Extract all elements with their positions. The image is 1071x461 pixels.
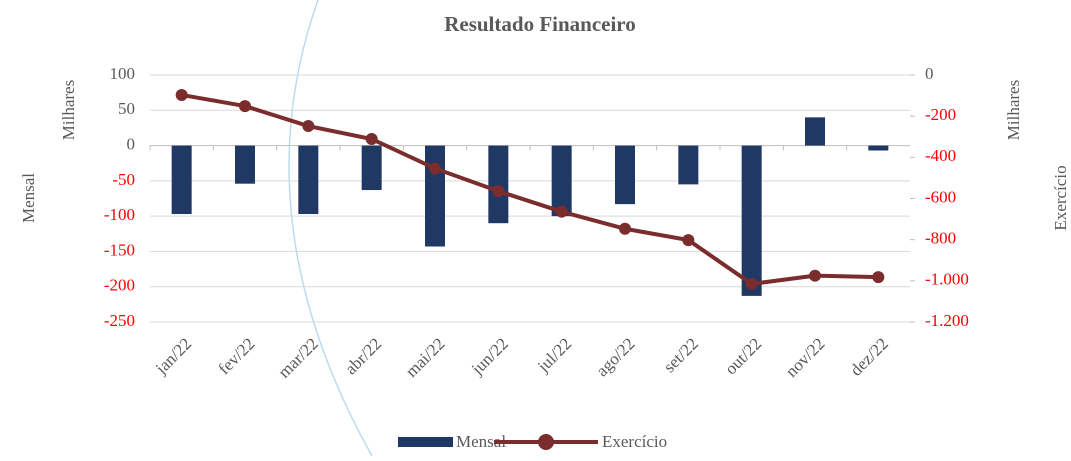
bar [425, 145, 445, 247]
decor-arc [288, 0, 373, 457]
line-point [872, 271, 885, 284]
y2-tick-label: 0 [925, 64, 934, 83]
x-tick-label: out/22 [721, 334, 765, 378]
line-point [302, 120, 315, 133]
bar [741, 145, 762, 296]
y-tick-label: 100 [110, 64, 136, 83]
bar [868, 145, 889, 151]
y-tick-label: 50 [118, 99, 135, 118]
y2-tick-label: -600 [925, 187, 956, 206]
x-tick-label: nov/22 [782, 334, 829, 381]
bar [361, 145, 382, 191]
x-tick-label: mar/22 [274, 334, 321, 381]
y2-axis-label: Exercício [1051, 165, 1070, 230]
y-tick-label: -250 [104, 311, 135, 330]
y-axis-label: Mensal [19, 173, 38, 223]
legend-label: Exercício [602, 432, 667, 451]
y-tick-label: -50 [112, 170, 135, 189]
x-tick-label: fev/22 [214, 334, 258, 378]
line-point [682, 234, 695, 247]
bar [678, 145, 699, 185]
line-point [239, 100, 251, 113]
line [181, 92, 879, 287]
bar [298, 145, 319, 215]
bar [488, 145, 509, 224]
line-point [365, 133, 378, 146]
line-point [175, 88, 188, 101]
line-point [619, 222, 631, 235]
x-tick-label: abr/22 [341, 334, 385, 378]
x-tick-label: mai/22 [402, 334, 449, 381]
line-point [429, 162, 441, 175]
y-tick-label: -200 [104, 276, 135, 295]
y2-tick-label: -1.000 [925, 270, 969, 289]
x-tick-label: jul/22 [533, 334, 575, 376]
bar [551, 145, 572, 217]
bar [615, 145, 635, 205]
legend-swatch [538, 434, 554, 450]
y2-tick-label: -400 [925, 146, 956, 165]
bar [235, 145, 255, 184]
line-point [492, 185, 505, 198]
x-tick-label: set/22 [660, 334, 702, 376]
line-point [809, 269, 821, 282]
y2-tick-label: -800 [925, 229, 956, 248]
x-tick-label: dez/22 [846, 334, 891, 379]
y-axis-unit: Milhares [59, 80, 78, 140]
legend-label: Mensal [456, 432, 506, 451]
y-tick-label: -150 [104, 240, 135, 259]
chart-title: Resultado Financeiro [444, 12, 636, 36]
legend-swatch [398, 437, 453, 447]
y-tick-label: -100 [104, 205, 135, 224]
x-tick-label: jan/22 [151, 334, 195, 378]
x-tick-label: jun/22 [467, 334, 512, 379]
y2-tick-label: -200 [925, 105, 956, 124]
line-point [745, 277, 758, 290]
y-tick-label: 0 [127, 134, 136, 153]
x-tick-label: ago/22 [592, 334, 638, 380]
line-point [555, 205, 568, 218]
y2-axis-unit: Milhares [1004, 80, 1023, 140]
bar [171, 145, 192, 215]
bar [805, 117, 825, 146]
y2-tick-label: -1.200 [925, 311, 969, 330]
